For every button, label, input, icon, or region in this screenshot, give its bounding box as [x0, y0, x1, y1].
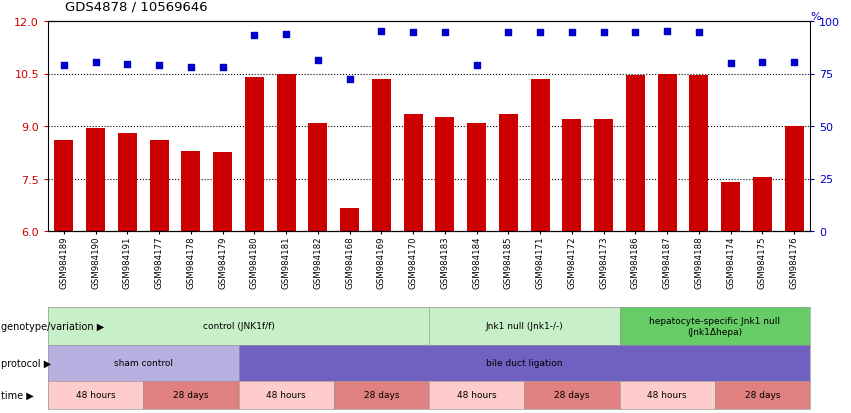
Point: [501, 29, 515, 36]
Bar: [625, 76, 645, 231]
Bar: [499, 114, 518, 231]
Point: [724, 61, 738, 67]
Point: [374, 28, 388, 35]
Bar: [117, 134, 137, 231]
Text: 28 days: 28 days: [554, 391, 590, 399]
Point: [311, 57, 325, 64]
Bar: [245, 78, 264, 231]
Text: 48 hours: 48 hours: [648, 391, 687, 399]
Bar: [340, 209, 359, 231]
Bar: [277, 74, 295, 231]
Point: [89, 60, 102, 66]
Text: GDS4878 / 10569646: GDS4878 / 10569646: [65, 1, 208, 14]
Point: [216, 65, 230, 71]
Text: 28 days: 28 days: [173, 391, 208, 399]
Point: [660, 28, 674, 35]
Point: [565, 29, 579, 36]
Bar: [308, 123, 328, 231]
Point: [279, 32, 293, 38]
Point: [57, 62, 71, 69]
Text: time ▶: time ▶: [1, 390, 33, 400]
Point: [248, 33, 261, 39]
Bar: [658, 74, 677, 231]
Point: [787, 60, 801, 66]
Bar: [213, 153, 232, 231]
Point: [343, 76, 357, 83]
Bar: [594, 120, 614, 231]
Bar: [785, 127, 803, 231]
Point: [470, 62, 483, 69]
Text: 28 days: 28 days: [363, 391, 399, 399]
Text: control (JNK1f/f): control (JNK1f/f): [203, 322, 274, 331]
Point: [692, 30, 705, 36]
Text: 48 hours: 48 hours: [266, 391, 306, 399]
Bar: [150, 141, 168, 231]
Text: genotype/variation ▶: genotype/variation ▶: [1, 321, 104, 331]
Bar: [563, 120, 581, 231]
Point: [406, 30, 420, 36]
Bar: [467, 123, 486, 231]
Text: 48 hours: 48 hours: [457, 391, 496, 399]
Text: hepatocyte-specific Jnk1 null
(Jnk1Δhepa): hepatocyte-specific Jnk1 null (Jnk1Δhepa…: [649, 316, 780, 336]
Bar: [181, 151, 200, 231]
Bar: [689, 76, 708, 231]
Bar: [372, 80, 391, 231]
Bar: [403, 114, 423, 231]
Point: [534, 29, 547, 36]
Point: [597, 30, 610, 36]
Point: [184, 65, 197, 71]
Text: Jnk1 null (Jnk1-/-): Jnk1 null (Jnk1-/-): [485, 322, 563, 331]
Text: %: %: [810, 12, 820, 22]
Text: bile duct ligation: bile duct ligation: [486, 358, 563, 368]
Point: [152, 63, 166, 70]
Bar: [721, 183, 740, 231]
Bar: [54, 141, 73, 231]
Bar: [86, 128, 106, 231]
Bar: [753, 177, 772, 231]
Text: 28 days: 28 days: [745, 391, 780, 399]
Point: [121, 61, 134, 68]
Point: [438, 30, 452, 36]
Text: sham control: sham control: [114, 358, 173, 368]
Bar: [531, 80, 550, 231]
Bar: [436, 118, 454, 231]
Point: [756, 60, 769, 66]
Point: [629, 30, 643, 36]
Text: 48 hours: 48 hours: [76, 391, 116, 399]
Text: protocol ▶: protocol ▶: [1, 358, 51, 368]
